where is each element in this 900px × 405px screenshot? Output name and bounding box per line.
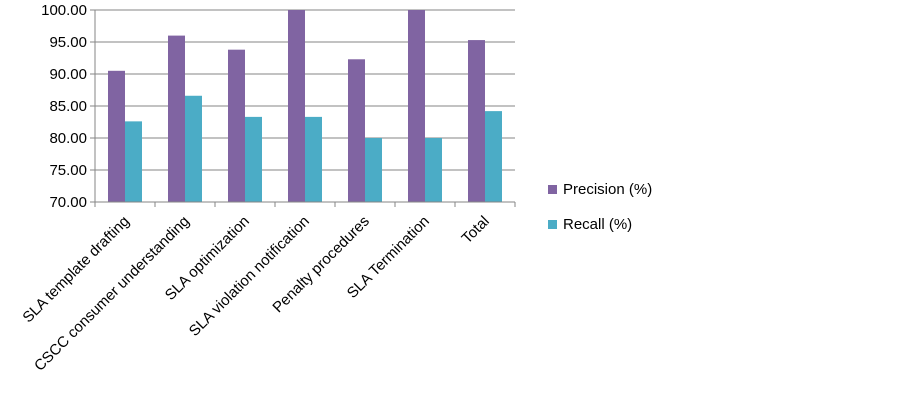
bar-precision	[348, 59, 365, 202]
bar-recall	[425, 138, 442, 202]
bar-recall	[305, 116, 322, 202]
y-tick-label: 90.00	[49, 66, 87, 83]
y-tick-label: 95.00	[49, 34, 87, 51]
bar-precision	[108, 70, 125, 202]
bar-recall	[365, 138, 382, 202]
y-tick-label: 100.00	[41, 2, 87, 19]
legend-swatch	[548, 185, 557, 194]
y-tick-label: 75.00	[49, 162, 87, 179]
bar-recall	[185, 95, 202, 202]
axes	[90, 9, 516, 207]
bar-precision	[408, 10, 425, 202]
y-tick-label: 85.00	[49, 98, 87, 115]
bar-precision	[288, 10, 305, 202]
legend-label: Precision (%)	[563, 181, 652, 198]
x-category-label: Total	[458, 213, 492, 247]
bar-precision	[228, 49, 245, 203]
bar-recall	[125, 121, 142, 202]
bar-precision	[468, 40, 485, 202]
y-tick-label: 70.00	[49, 194, 87, 211]
x-category-label: SLA template drafting	[19, 213, 132, 326]
legend-label: Recall (%)	[563, 216, 632, 233]
x-category-label: SLA violation notification	[186, 213, 313, 340]
bars	[108, 10, 502, 203]
y-tick-labels: 100.00 95.00 90.00 85.00 80.00 75.00 70.00	[41, 2, 87, 211]
legend-swatch	[548, 220, 557, 229]
y-tick-label: 80.00	[49, 130, 87, 147]
bar-precision	[168, 35, 185, 202]
legend: Precision (%) Recall (%)	[548, 181, 652, 233]
bar-recall	[485, 111, 502, 202]
bar-recall	[245, 116, 262, 202]
